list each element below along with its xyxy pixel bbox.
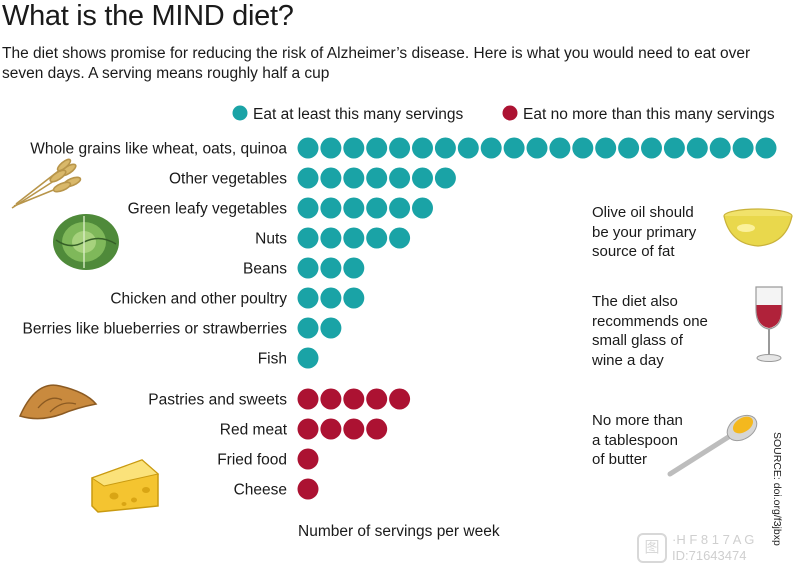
serving-dot [297,478,319,500]
category-label: Pastries and sweets [148,392,287,409]
serving-dot [320,137,342,159]
serving-dot [320,257,342,279]
page-title: What is the MIND diet? [2,0,294,32]
serving-dot [412,167,433,189]
serving-dot [366,227,388,249]
olive-oil-bowl-icon [723,208,793,247]
serving-dot [549,137,571,159]
serving-dot [343,287,365,309]
serving-dot [755,137,777,159]
serving-dot [732,137,754,159]
legend-marker-at_least [232,105,248,121]
serving-dot [412,197,433,219]
legend-label-at_least: Eat at least this many servings [253,106,463,123]
serving-dot [686,137,708,159]
serving-dot [503,137,525,159]
category-label: Red meat [220,422,288,439]
serving-dot [389,137,411,159]
serving-dot [618,137,640,159]
category-label: Chicken and other poultry [110,291,287,308]
legend-marker-no_more [502,105,518,121]
legend-label-no_more: Eat no more than this many servings [523,106,775,123]
serving-dot [297,137,319,159]
wheat-icon [11,158,82,209]
serving-dot [366,167,388,189]
serving-dot [572,137,594,159]
serving-dot [641,137,662,159]
serving-dot [297,197,319,219]
serving-dot [343,197,365,219]
source-credit: SOURCE: doi.org/f3jbxp [771,432,783,546]
butter-spoon-icon [667,414,758,477]
serving-dot [343,257,365,279]
cheese-icon [90,459,160,513]
serving-dot [297,347,319,369]
serving-dot [526,137,548,159]
serving-dot [320,388,342,410]
page-subtitle: The diet shows promise for reducing the … [2,45,751,82]
serving-dot [343,418,365,440]
serving-dot [389,167,411,189]
serving-dot [412,137,433,159]
category-label: Fish [258,351,287,368]
serving-dot [320,197,342,219]
serving-dot [297,448,319,470]
serving-dot [297,317,319,339]
x-axis-label: Number of servings per week [298,523,500,540]
serving-dot [320,287,342,309]
serving-dot [343,167,365,189]
serving-dot [595,137,617,159]
serving-dot [389,197,411,219]
category-label: Nuts [255,231,287,248]
serving-dot [434,137,456,159]
serving-dot [320,418,342,440]
watermark-line1: ·H F 8 1 7 A G [672,532,755,547]
watermark: ·H F 8 1 7 A G ID:71643474 [672,532,754,564]
serving-dot [297,167,319,189]
serving-dot [343,137,365,159]
wine-glass-icon [755,286,783,362]
watermark-line2: ID:71643474 [672,548,747,563]
note-olive-oil: Olive oil should be your primary source … [592,204,697,260]
serving-dot [297,388,319,410]
serving-dot [709,137,731,159]
cabbage-icon [53,214,119,270]
category-label: Berries like blueberries or strawberries [23,321,288,338]
serving-dot [297,418,319,440]
serving-dot [366,388,388,410]
serving-dot [457,137,479,159]
note-butter: No more than a tablespoon of butter [592,412,683,468]
serving-dot [366,137,388,159]
serving-dot [480,137,502,159]
category-label: Fried food [217,452,287,469]
serving-dot [297,257,319,279]
serving-dot [366,197,388,219]
watermark-logo-icon: 图 [637,533,667,563]
serving-dot [389,388,411,410]
serving-dot [297,227,319,249]
category-label: Green leafy vegetables [128,201,288,218]
category-label: Whole grains like wheat, oats, quinoa [30,141,287,158]
serving-dot [434,167,456,189]
category-label: Cheese [234,482,287,499]
serving-dot [320,167,342,189]
serving-dot [343,388,365,410]
serving-dot [320,227,342,249]
serving-dot [366,418,388,440]
category-label: Beans [243,261,287,278]
serving-dot [663,137,685,159]
serving-dot [389,227,411,249]
pastry-icon [18,384,98,420]
serving-dot [320,317,342,339]
note-wine: The diet also recommends one small glass… [592,293,708,369]
category-label: Other vegetables [169,171,287,188]
serving-dot [343,227,365,249]
serving-dot [297,287,319,309]
